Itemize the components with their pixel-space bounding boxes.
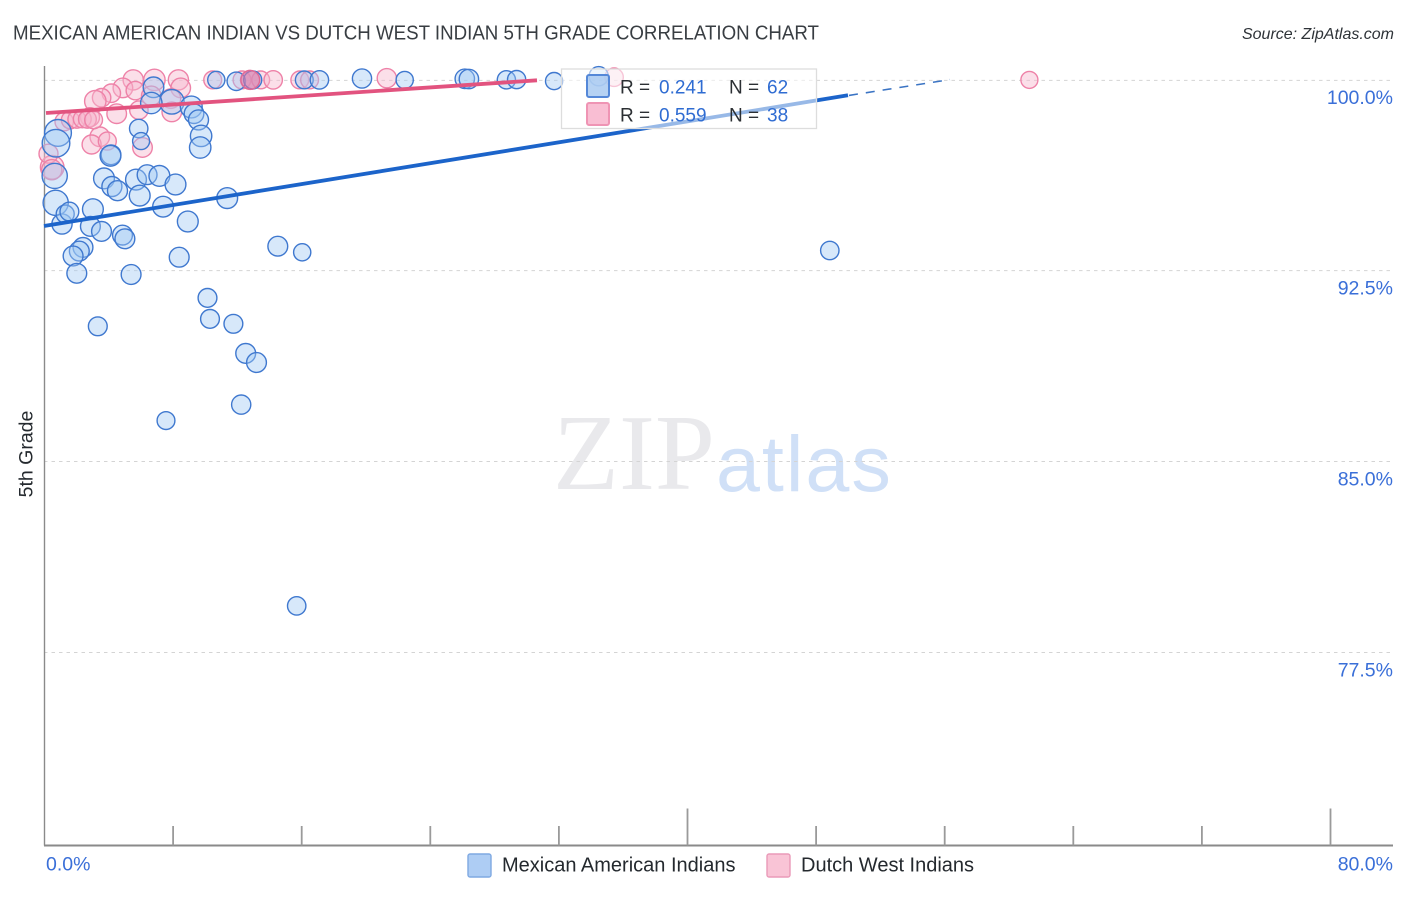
svg-text:38: 38 — [767, 106, 788, 127]
svg-text:MEXICAN AMERICAN INDIAN VS DUT: MEXICAN AMERICAN INDIAN VS DUTCH WEST IN… — [13, 22, 819, 45]
svg-text:R =: R = — [620, 106, 650, 127]
svg-text:Dutch West Indians: Dutch West Indians — [801, 855, 974, 877]
svg-text:N =: N = — [729, 78, 759, 99]
svg-text:0.0%: 0.0% — [46, 854, 90, 876]
svg-text:0.559: 0.559 — [659, 106, 707, 127]
svg-text:80.0%: 80.0% — [1338, 854, 1393, 876]
svg-text:atlas: atlas — [716, 419, 893, 508]
svg-text:0.241: 0.241 — [659, 78, 707, 99]
svg-text:ZIP: ZIP — [553, 394, 715, 513]
svg-text:R =: R = — [620, 78, 650, 99]
svg-text:5th Grade: 5th Grade — [16, 411, 38, 498]
svg-text:Mexican American Indians: Mexican American Indians — [502, 855, 735, 877]
svg-text:Source: ZipAtlas.com: Source: ZipAtlas.com — [1242, 26, 1394, 43]
svg-text:92.5%: 92.5% — [1338, 278, 1393, 300]
svg-text:85.0%: 85.0% — [1338, 469, 1393, 491]
svg-text:N =: N = — [729, 106, 759, 127]
svg-text:62: 62 — [767, 78, 788, 99]
svg-text:77.5%: 77.5% — [1338, 660, 1393, 682]
svg-text:100.0%: 100.0% — [1327, 87, 1393, 109]
